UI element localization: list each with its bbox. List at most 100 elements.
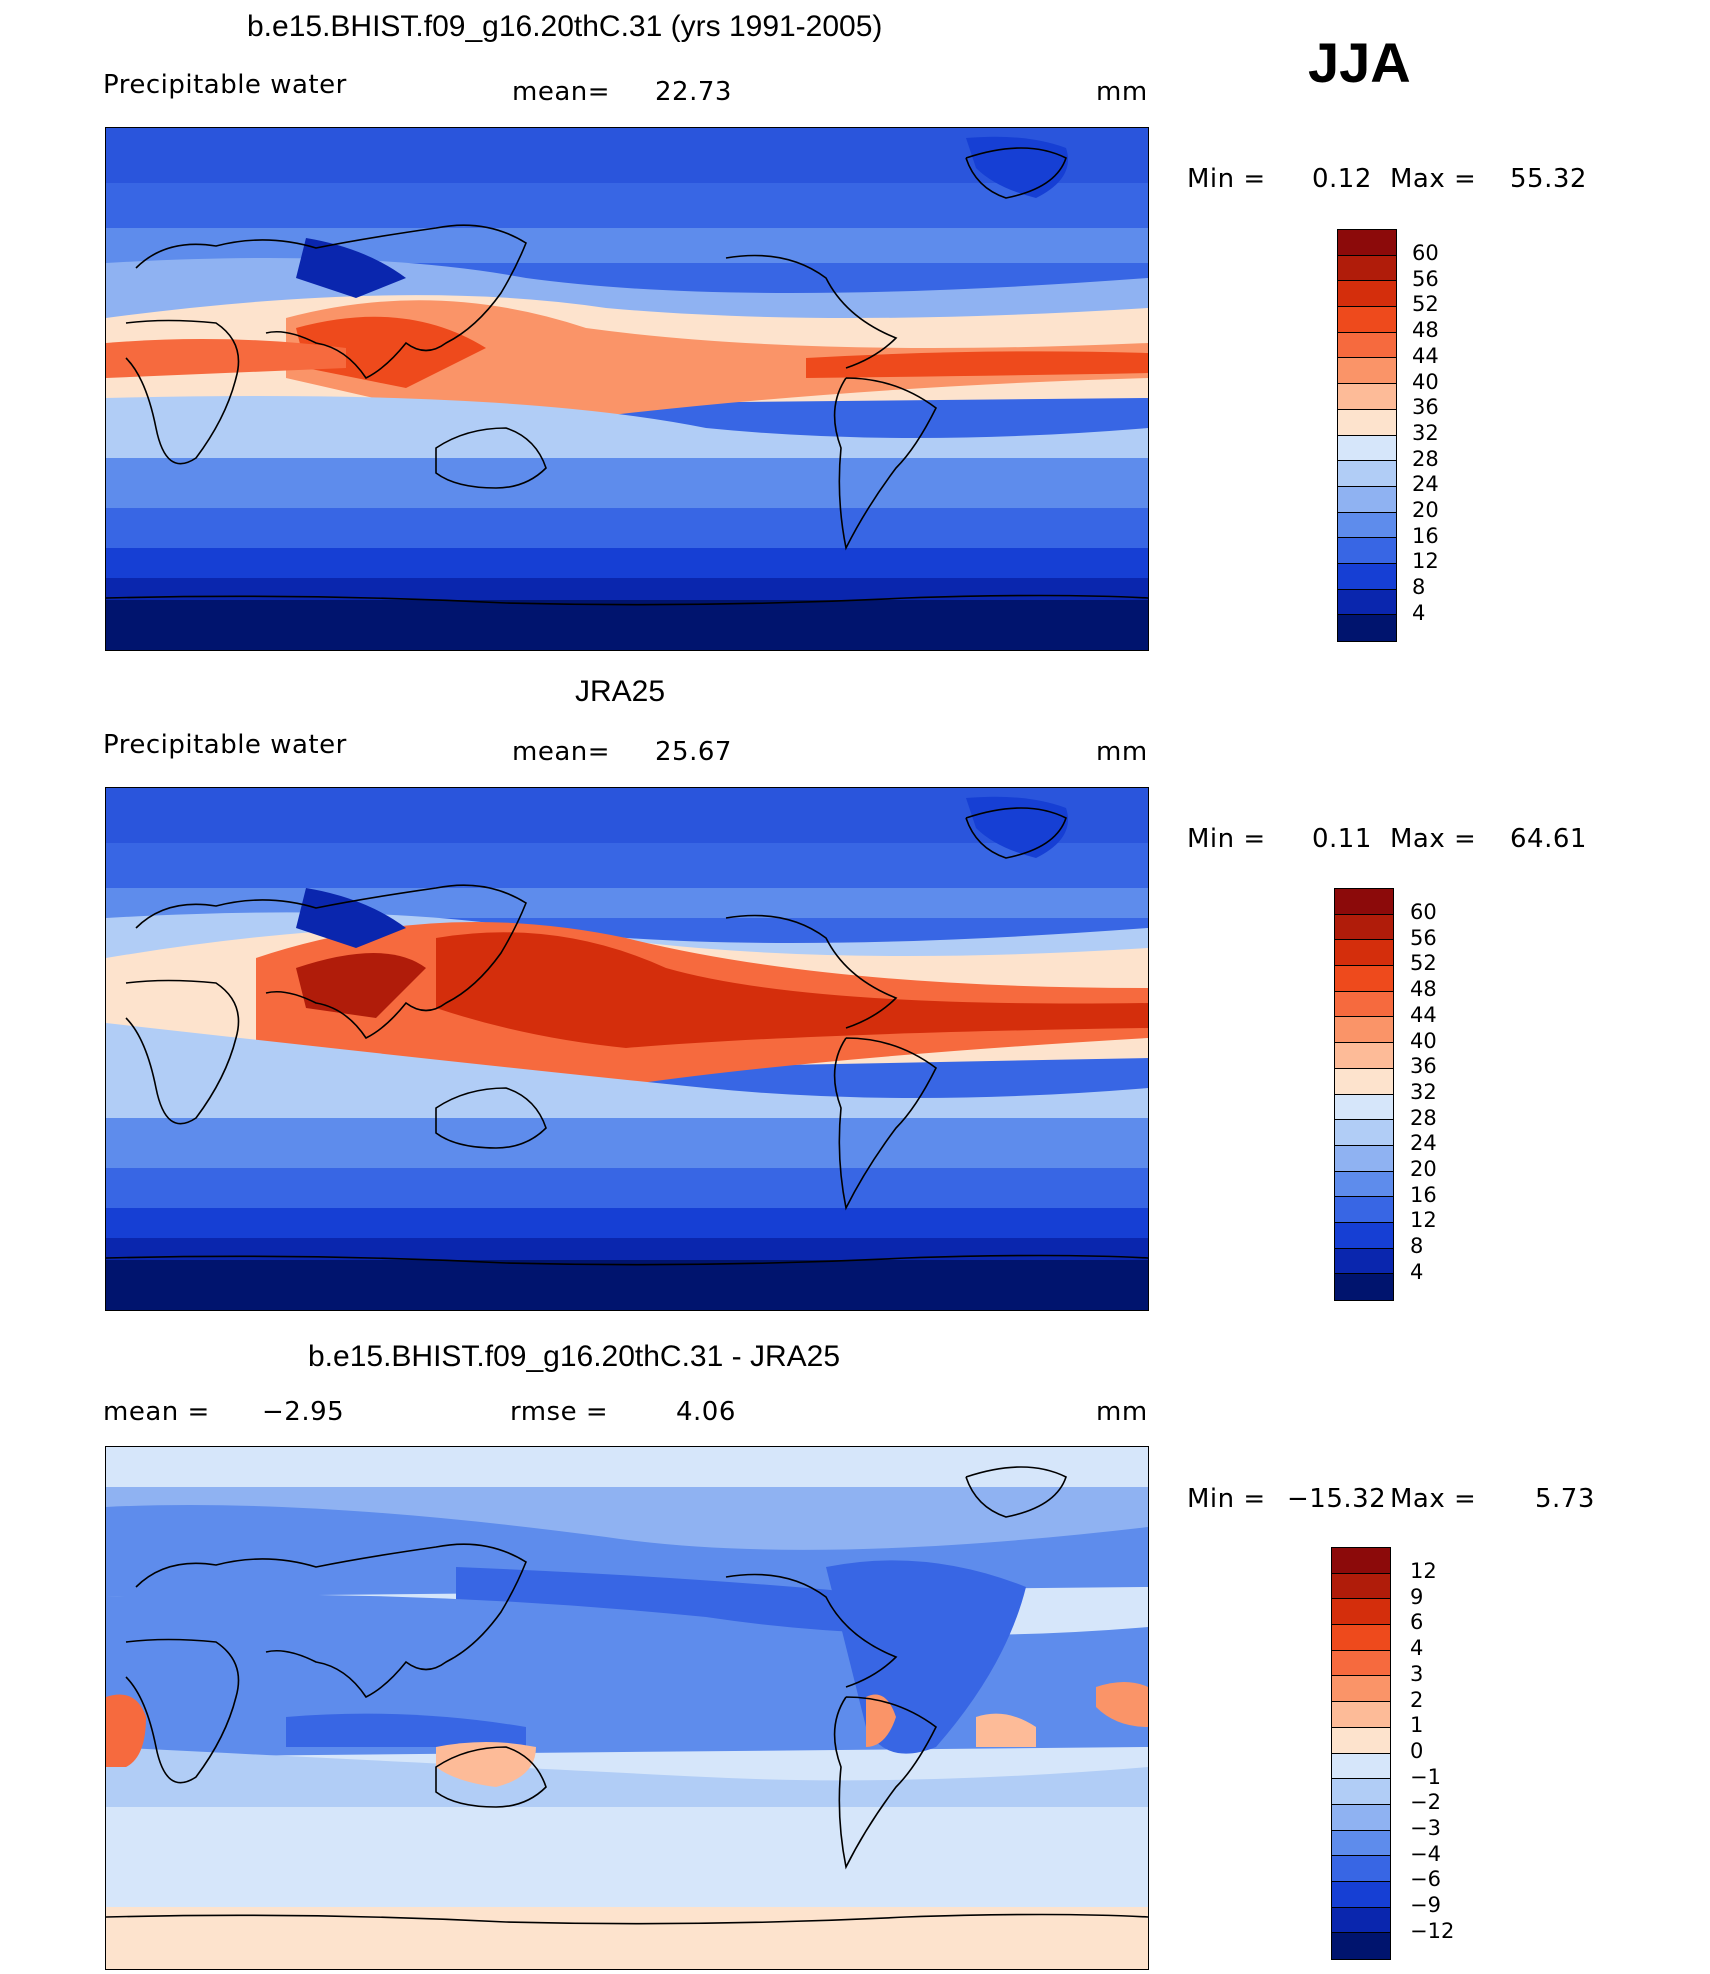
- panel-1-colorbar-tick-label: 48: [1412, 318, 1439, 343]
- panel-3-colorbar-tick-label: 9: [1410, 1584, 1424, 1609]
- panel-1-colorbar-box: [1338, 409, 1396, 436]
- panel-2-title: JRA25: [575, 675, 666, 708]
- panel-3-colorbar-tick-label: −2: [1410, 1790, 1441, 1815]
- panel-1-colorbar-box: [1338, 307, 1396, 333]
- panel-1-colorbar-tick-label: 60: [1412, 241, 1439, 265]
- panel-1-max-label: Max =: [1390, 164, 1477, 194]
- panel-2-colorbar-tick-label: 4: [1410, 1259, 1424, 1284]
- panel-2-mean-label: mean=: [512, 737, 611, 767]
- panel-1-colorbar-tick-label: 52: [1412, 292, 1439, 317]
- panel-1-colorbar-box: [1338, 461, 1396, 487]
- panel-1-colorbar-box: [1338, 486, 1396, 513]
- panel-3-colorbar-box: [1332, 1881, 1390, 1908]
- panel-3-colorbar-box: [1332, 1727, 1390, 1754]
- panel-2-colorbar-tick-label: 16: [1410, 1182, 1437, 1207]
- panel-2-colorbar-box: [1335, 991, 1393, 1018]
- panel-1-units: mm: [1096, 77, 1148, 107]
- panel-2-colorbar-box: [1335, 1197, 1393, 1223]
- panel-3-colorbar-tick-label: 12: [1410, 1559, 1437, 1583]
- panel-2-colorbar-tick-label: 12: [1410, 1208, 1437, 1233]
- panel-1-colorbar-box: [1338, 589, 1396, 616]
- panel-3-map-svg: [106, 1447, 1148, 1969]
- panel-3-colorbar-box: [1332, 1907, 1390, 1934]
- panel-1-colorbar-tick-label: 28: [1412, 446, 1439, 471]
- panel-2-colorbar-box: [1335, 1068, 1393, 1095]
- panel-2-colorbar-tick-label: 36: [1410, 1054, 1437, 1079]
- panel-1-colorbar-box: [1338, 563, 1396, 590]
- panel-1-colorbar-tick-label: 40: [1412, 369, 1439, 394]
- panel-1-mean-label: mean=: [512, 77, 611, 107]
- panel-1-colorbar-box: [1338, 230, 1396, 256]
- panel-1-colorbar-box: [1338, 384, 1396, 410]
- panel-3-colorbar-box: [1332, 1779, 1390, 1805]
- panel-3-map: [105, 1446, 1149, 1970]
- panel-2-variable: Precipitable water: [103, 730, 347, 760]
- panel-3-mean-label: mean =: [103, 1397, 210, 1427]
- panel-1-variable: Precipitable water: [103, 70, 347, 100]
- panel-3-min-label: Min =: [1187, 1484, 1266, 1514]
- panel-2-colorbar-tick-label: 40: [1410, 1028, 1437, 1053]
- panel-1-colorbar: [1337, 229, 1397, 642]
- panel-2-colorbar-box: [1335, 1222, 1393, 1249]
- panel-3-colorbar-box: [1332, 1676, 1390, 1703]
- panel-1-colorbar-tick-label: 24: [1412, 472, 1439, 497]
- panel-2-colorbar-tick-label: 24: [1410, 1131, 1437, 1156]
- panel-3-max-label: Max =: [1390, 1484, 1477, 1514]
- panel-2-colorbar-tick-label: 44: [1410, 1002, 1437, 1027]
- panel-1-min-value: 0.12: [1312, 164, 1372, 194]
- panel-2-units: mm: [1096, 737, 1148, 767]
- panel-2-colorbar-box: [1335, 1274, 1393, 1300]
- panel-1-colorbar-tick-label: 4: [1412, 600, 1426, 625]
- panel-1-colorbar-tick-label: 16: [1412, 523, 1439, 548]
- panel-2-colorbar-box: [1335, 1094, 1393, 1121]
- panel-2-colorbar-box: [1335, 1171, 1393, 1198]
- panel-2-colorbar-box: [1335, 1017, 1393, 1044]
- panel-3-colorbar-tick-label: 4: [1410, 1636, 1424, 1661]
- panel-3-colorbar-box: [1332, 1650, 1390, 1677]
- panel-3-colorbar-tick-label: 3: [1410, 1661, 1424, 1686]
- panel-2-colorbar-box: [1335, 940, 1393, 967]
- panel-2-colorbar-box: [1335, 966, 1393, 992]
- panel-1-colorbar-tick-label: 8: [1412, 575, 1426, 600]
- panel-1-colorbar-tick-label: 44: [1412, 343, 1439, 368]
- panel-2-max-value: 64.61: [1510, 824, 1587, 854]
- panel-3-colorbar-tick-label: 0: [1410, 1738, 1424, 1763]
- panel-3-mean-value: −2.95: [262, 1397, 345, 1427]
- panel-3-colorbar-tick-label: 1: [1410, 1713, 1424, 1738]
- panel-3-colorbar-tick-label: −3: [1410, 1816, 1441, 1840]
- panel-3-colorbar-tick-label: 2: [1410, 1687, 1424, 1712]
- panel-1-colorbar-box: [1338, 538, 1396, 564]
- panel-2-min-value: 0.11: [1312, 824, 1372, 854]
- panel-3-colorbar-box: [1332, 1625, 1390, 1651]
- panel-1-colorbar-tick-label: 56: [1412, 266, 1439, 291]
- panel-3-colorbar-box: [1332, 1856, 1390, 1882]
- panel-1-min-label: Min =: [1187, 164, 1266, 194]
- panel-1-mean-value: 22.73: [655, 77, 732, 107]
- panel-1-colorbar-tick-label: 20: [1412, 498, 1439, 522]
- panel-1-title: b.e15.BHIST.f09_g16.20thC.31 (yrs 1991-2…: [247, 10, 883, 43]
- panel-2-colorbar-box: [1335, 1248, 1393, 1275]
- panel-2-map-svg: [106, 788, 1148, 1310]
- panel-2-colorbar-tick-label: 60: [1410, 900, 1437, 924]
- panel-1-map-svg: [106, 128, 1148, 650]
- panel-2-colorbar-tick-label: 28: [1410, 1105, 1437, 1130]
- season-label: JJA: [1308, 31, 1411, 94]
- panel-3-min-value: −15.32: [1287, 1484, 1387, 1514]
- panel-2-colorbar-tick-label: 32: [1410, 1079, 1437, 1104]
- panel-2-colorbar-box: [1335, 889, 1393, 915]
- panel-3-colorbar-box: [1332, 1933, 1390, 1959]
- panel-2-colorbar-tick-label: 52: [1410, 951, 1437, 976]
- panel-3-colorbar-tick-label: −1: [1410, 1764, 1441, 1789]
- panel-3-colorbar-box: [1332, 1599, 1390, 1626]
- panel-1-colorbar-box: [1338, 615, 1396, 641]
- panel-3-colorbar-tick-label: −4: [1410, 1841, 1441, 1866]
- panel-2-colorbar-box: [1335, 1043, 1393, 1069]
- panel-3-units: mm: [1096, 1397, 1148, 1427]
- panel-3-title: b.e15.BHIST.f09_g16.20thC.31 - JRA25: [308, 1340, 841, 1373]
- panel-2-colorbar-box: [1335, 1120, 1393, 1146]
- panel-3-rmse-label: rmse =: [510, 1397, 609, 1427]
- panel-3-colorbar-box: [1332, 1548, 1390, 1574]
- panel-1-colorbar-box: [1338, 358, 1396, 385]
- panel-2-colorbar-tick-label: 56: [1410, 925, 1437, 950]
- panel-1-colorbar-box: [1338, 255, 1396, 282]
